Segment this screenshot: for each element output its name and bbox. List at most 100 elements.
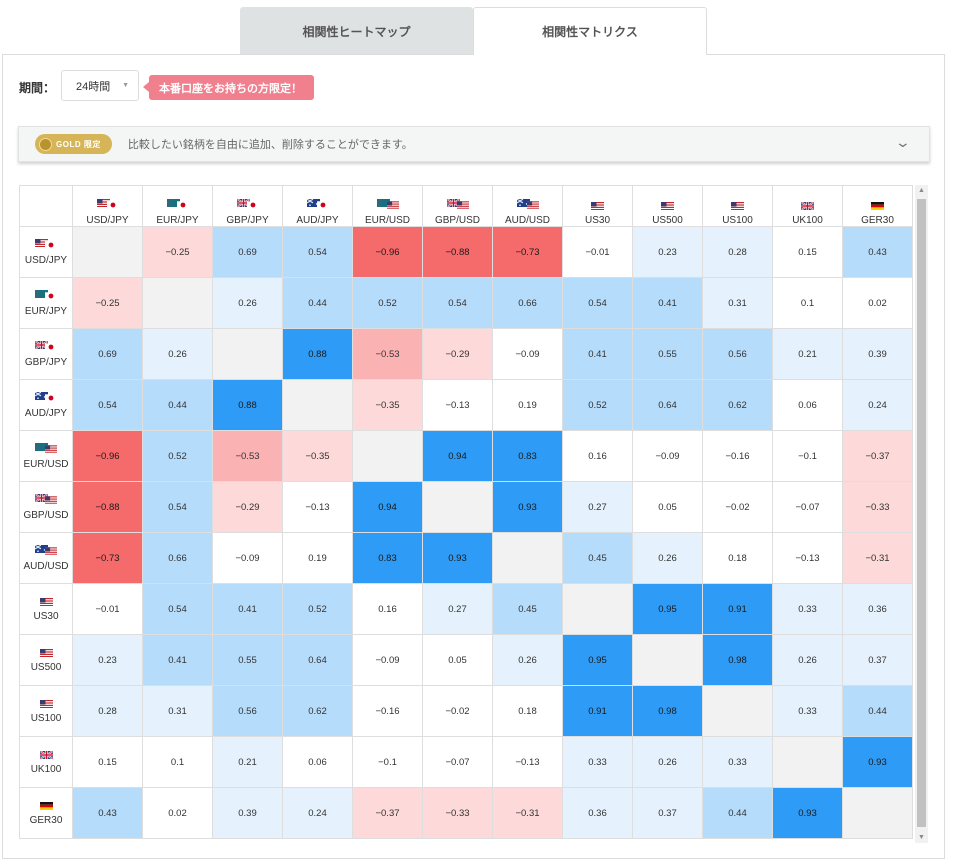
matrix-cell-diagonal [212, 328, 283, 380]
matrix-cell: 0.16 [562, 430, 633, 482]
symbol-flags [591, 201, 604, 212]
matrix-cell: 0.16 [352, 583, 423, 635]
correlation-value: 0.44 [868, 705, 887, 717]
correlation-value: 0.33 [798, 705, 817, 717]
correlation-value: −0.73 [515, 246, 540, 258]
chevron-down-icon[interactable]: ⌄ [894, 134, 912, 150]
row-header: GBP/USD [19, 481, 73, 533]
us-flag-icon [731, 202, 744, 211]
matrix-cell: 0.69 [72, 328, 143, 380]
matrix-cell: 0.54 [72, 379, 143, 431]
au-flag-icon [306, 199, 320, 207]
correlation-value: 0.18 [518, 705, 537, 717]
correlation-value: 0.23 [658, 246, 677, 258]
matrix-cell: 0.66 [492, 277, 563, 329]
tab-correlation-heatmap[interactable]: 相関性ヒートマップ [240, 7, 473, 54]
jp-flag-icon [45, 291, 57, 300]
matrix-cell: 0.64 [632, 379, 703, 431]
correlation-value: 0.56 [238, 705, 257, 717]
gold-feature-text: 比較したい銘柄を自由に追加、削除することができます。 [127, 139, 413, 151]
correlation-value: −0.01 [95, 603, 120, 615]
matrix-cell: 0.41 [632, 277, 703, 329]
symbol-flags [39, 750, 53, 761]
column-header-label: US30 [584, 215, 610, 226]
de-flag-icon [871, 202, 884, 211]
row-header: AUD/USD [19, 532, 73, 584]
correlation-value: 0.98 [728, 654, 747, 666]
header-row: USD/JPY EUR/JPY GBP/JPY AUD/JPY EUR/USD GBP/U… [19, 185, 913, 227]
scrollbar[interactable]: ▲ ▼ [915, 185, 928, 843]
gold-feature-bar[interactable]: GOLD 限定 比較したい銘柄を自由に追加、削除することができます。 ⌄ [18, 126, 930, 162]
matrix-cell: 0.23 [72, 634, 143, 686]
correlation-value: 0.33 [798, 603, 817, 615]
matrix-cell: 0.52 [562, 379, 633, 431]
us-flag-icon [96, 199, 110, 207]
us-flag-icon [456, 201, 469, 209]
matrix-cell: −0.53 [352, 328, 423, 380]
matrix-cell: 0.91 [562, 685, 633, 737]
correlation-value: 0.69 [98, 348, 117, 360]
correlation-value: 0.56 [728, 348, 747, 360]
jp-flag-icon [316, 201, 329, 209]
correlation-value: 0.06 [798, 399, 817, 411]
matrix-cell: −0.16 [352, 685, 423, 737]
correlation-value: 0.66 [518, 297, 537, 309]
correlation-value: 0.54 [168, 603, 187, 615]
correlation-value: 0.27 [448, 603, 467, 615]
matrix-cell: 0.37 [632, 787, 703, 839]
matrix-cell: 0.52 [142, 430, 213, 482]
correlation-value: −0.29 [235, 501, 260, 513]
matrix-cell: 0.54 [142, 583, 213, 635]
correlation-value: 0.93 [448, 552, 467, 564]
us-flag-icon [45, 444, 57, 453]
symbol-flags [516, 199, 539, 209]
symbol-flags [661, 201, 674, 212]
symbol-flags [236, 199, 259, 209]
matrix-cell: 0.1 [772, 277, 843, 329]
correlation-value: 0.26 [658, 552, 677, 564]
matrix-cell: −0.07 [422, 736, 493, 788]
row-header-label: GER30 [29, 814, 63, 826]
matrix-cell: 0.19 [492, 379, 563, 431]
row-header-label: US100 [30, 712, 62, 724]
correlation-value: 0.93 [798, 807, 817, 819]
gold-coin-icon [39, 137, 52, 151]
matrix-cell: −0.09 [632, 430, 703, 482]
correlation-value: 0.02 [168, 807, 187, 819]
correlation-value: −0.31 [515, 807, 540, 819]
correlation-value: 0.16 [588, 450, 607, 462]
matrix-cell: 0.15 [772, 226, 843, 278]
matrix-cell: −0.01 [72, 583, 143, 635]
matrix-cell: 0.06 [772, 379, 843, 431]
matrix-cell: −0.01 [562, 226, 633, 278]
correlation-value: 0.55 [658, 348, 677, 360]
column-header: EUR/USD [352, 185, 423, 227]
matrix-cell: −0.37 [842, 430, 913, 482]
column-header: GBP/USD [422, 185, 493, 227]
scroll-down-icon[interactable]: ▼ [918, 834, 925, 841]
matrix-cell: 0.36 [842, 583, 913, 635]
correlation-value: 0.21 [238, 756, 257, 768]
matrix-cell: 0.45 [492, 583, 563, 635]
matrix-cell: 0.69 [212, 226, 283, 278]
scroll-up-icon[interactable]: ▲ [918, 187, 925, 194]
scrollbar-thumb[interactable] [917, 199, 926, 827]
matrix-row: EUR/USD −0.96 0.52 −0.53 −0.35 0.94 0.83 0.16 −0… [19, 430, 913, 482]
correlation-value: −0.07 [795, 501, 820, 513]
matrix-cell: −0.13 [492, 736, 563, 788]
matrix-cell: 0.93 [772, 787, 843, 839]
correlation-value: 0.23 [98, 654, 117, 666]
correlation-value: 0.94 [378, 501, 397, 513]
correlation-value: −0.09 [375, 654, 400, 666]
correlation-value: 0.27 [588, 501, 607, 513]
correlation-value: 0.02 [868, 297, 887, 309]
matrix-row: AUD/USD −0.73 0.66 −0.09 0.19 0.83 0.93 0.45 0.2… [19, 532, 913, 584]
period-select[interactable]: 24時間 ▼ [61, 70, 139, 101]
matrix-cell: −0.13 [422, 379, 493, 431]
tab-correlation-matrix[interactable]: 相関性マトリクス [473, 7, 707, 55]
correlation-value: 0.64 [308, 654, 327, 666]
correlation-value: 0.37 [868, 654, 887, 666]
correlation-value: 0.26 [238, 297, 257, 309]
matrix-cell: −0.25 [142, 226, 213, 278]
matrix-cell: −0.33 [422, 787, 493, 839]
